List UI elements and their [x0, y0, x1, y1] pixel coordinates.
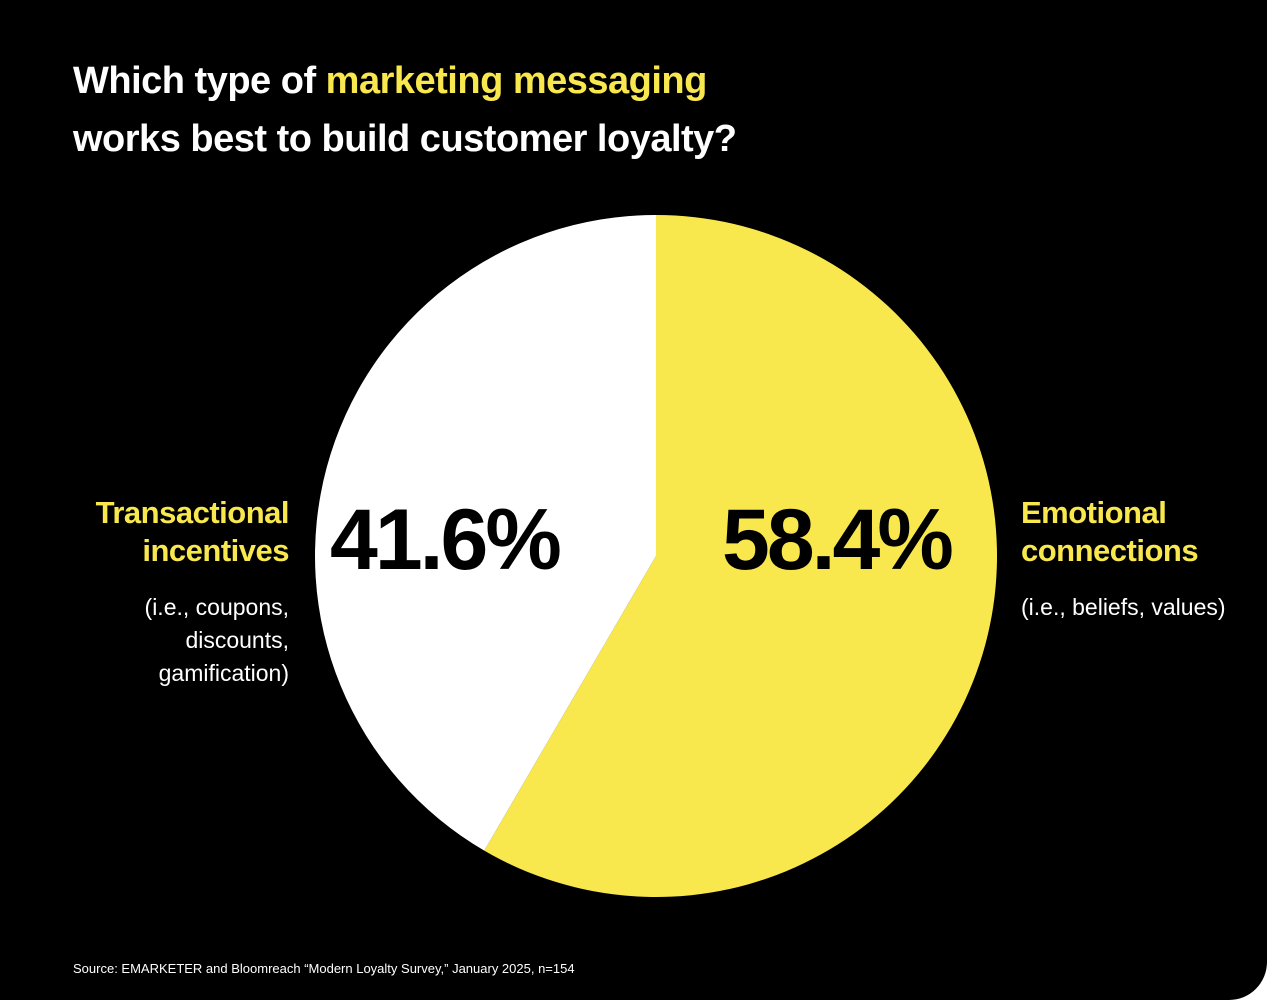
title-line-2: works best to build customer loyalty? — [73, 118, 737, 160]
legend-label-emotional: Emotional connections — [1021, 494, 1199, 570]
note-transactional-line3: gamification) — [158, 660, 289, 686]
note-transactional-line1: (i.e., coupons, — [144, 594, 289, 620]
title-highlight: marketing messaging — [325, 60, 708, 102]
pie-slice-transactional — [315, 215, 656, 851]
note-transactional-line2: discounts, — [185, 627, 289, 653]
label-transactional-line2: incentives — [142, 533, 289, 568]
chart-title: Which type of marketing messaging works b… — [73, 52, 737, 168]
source-note: Source: EMARKETER and Bloomreach “Modern… — [73, 961, 575, 976]
title-prefix: Which type of — [73, 60, 316, 102]
label-transactional-line1: Transactional — [95, 495, 290, 530]
label-emotional-line1: Emotional — [1021, 495, 1167, 530]
note-emotional: (i.e., beliefs, values) — [1021, 594, 1226, 620]
note-transactional: (i.e., coupons, discounts, gamification) — [49, 591, 289, 690]
pie-slice-emotional — [484, 215, 998, 897]
value-label-transactional: 41.6% — [330, 492, 562, 588]
label-emotional-line2: connections — [1021, 533, 1199, 568]
value-label-emotional: 58.4% — [722, 492, 954, 588]
legend-label-transactional: Transactional incentives — [95, 494, 290, 570]
